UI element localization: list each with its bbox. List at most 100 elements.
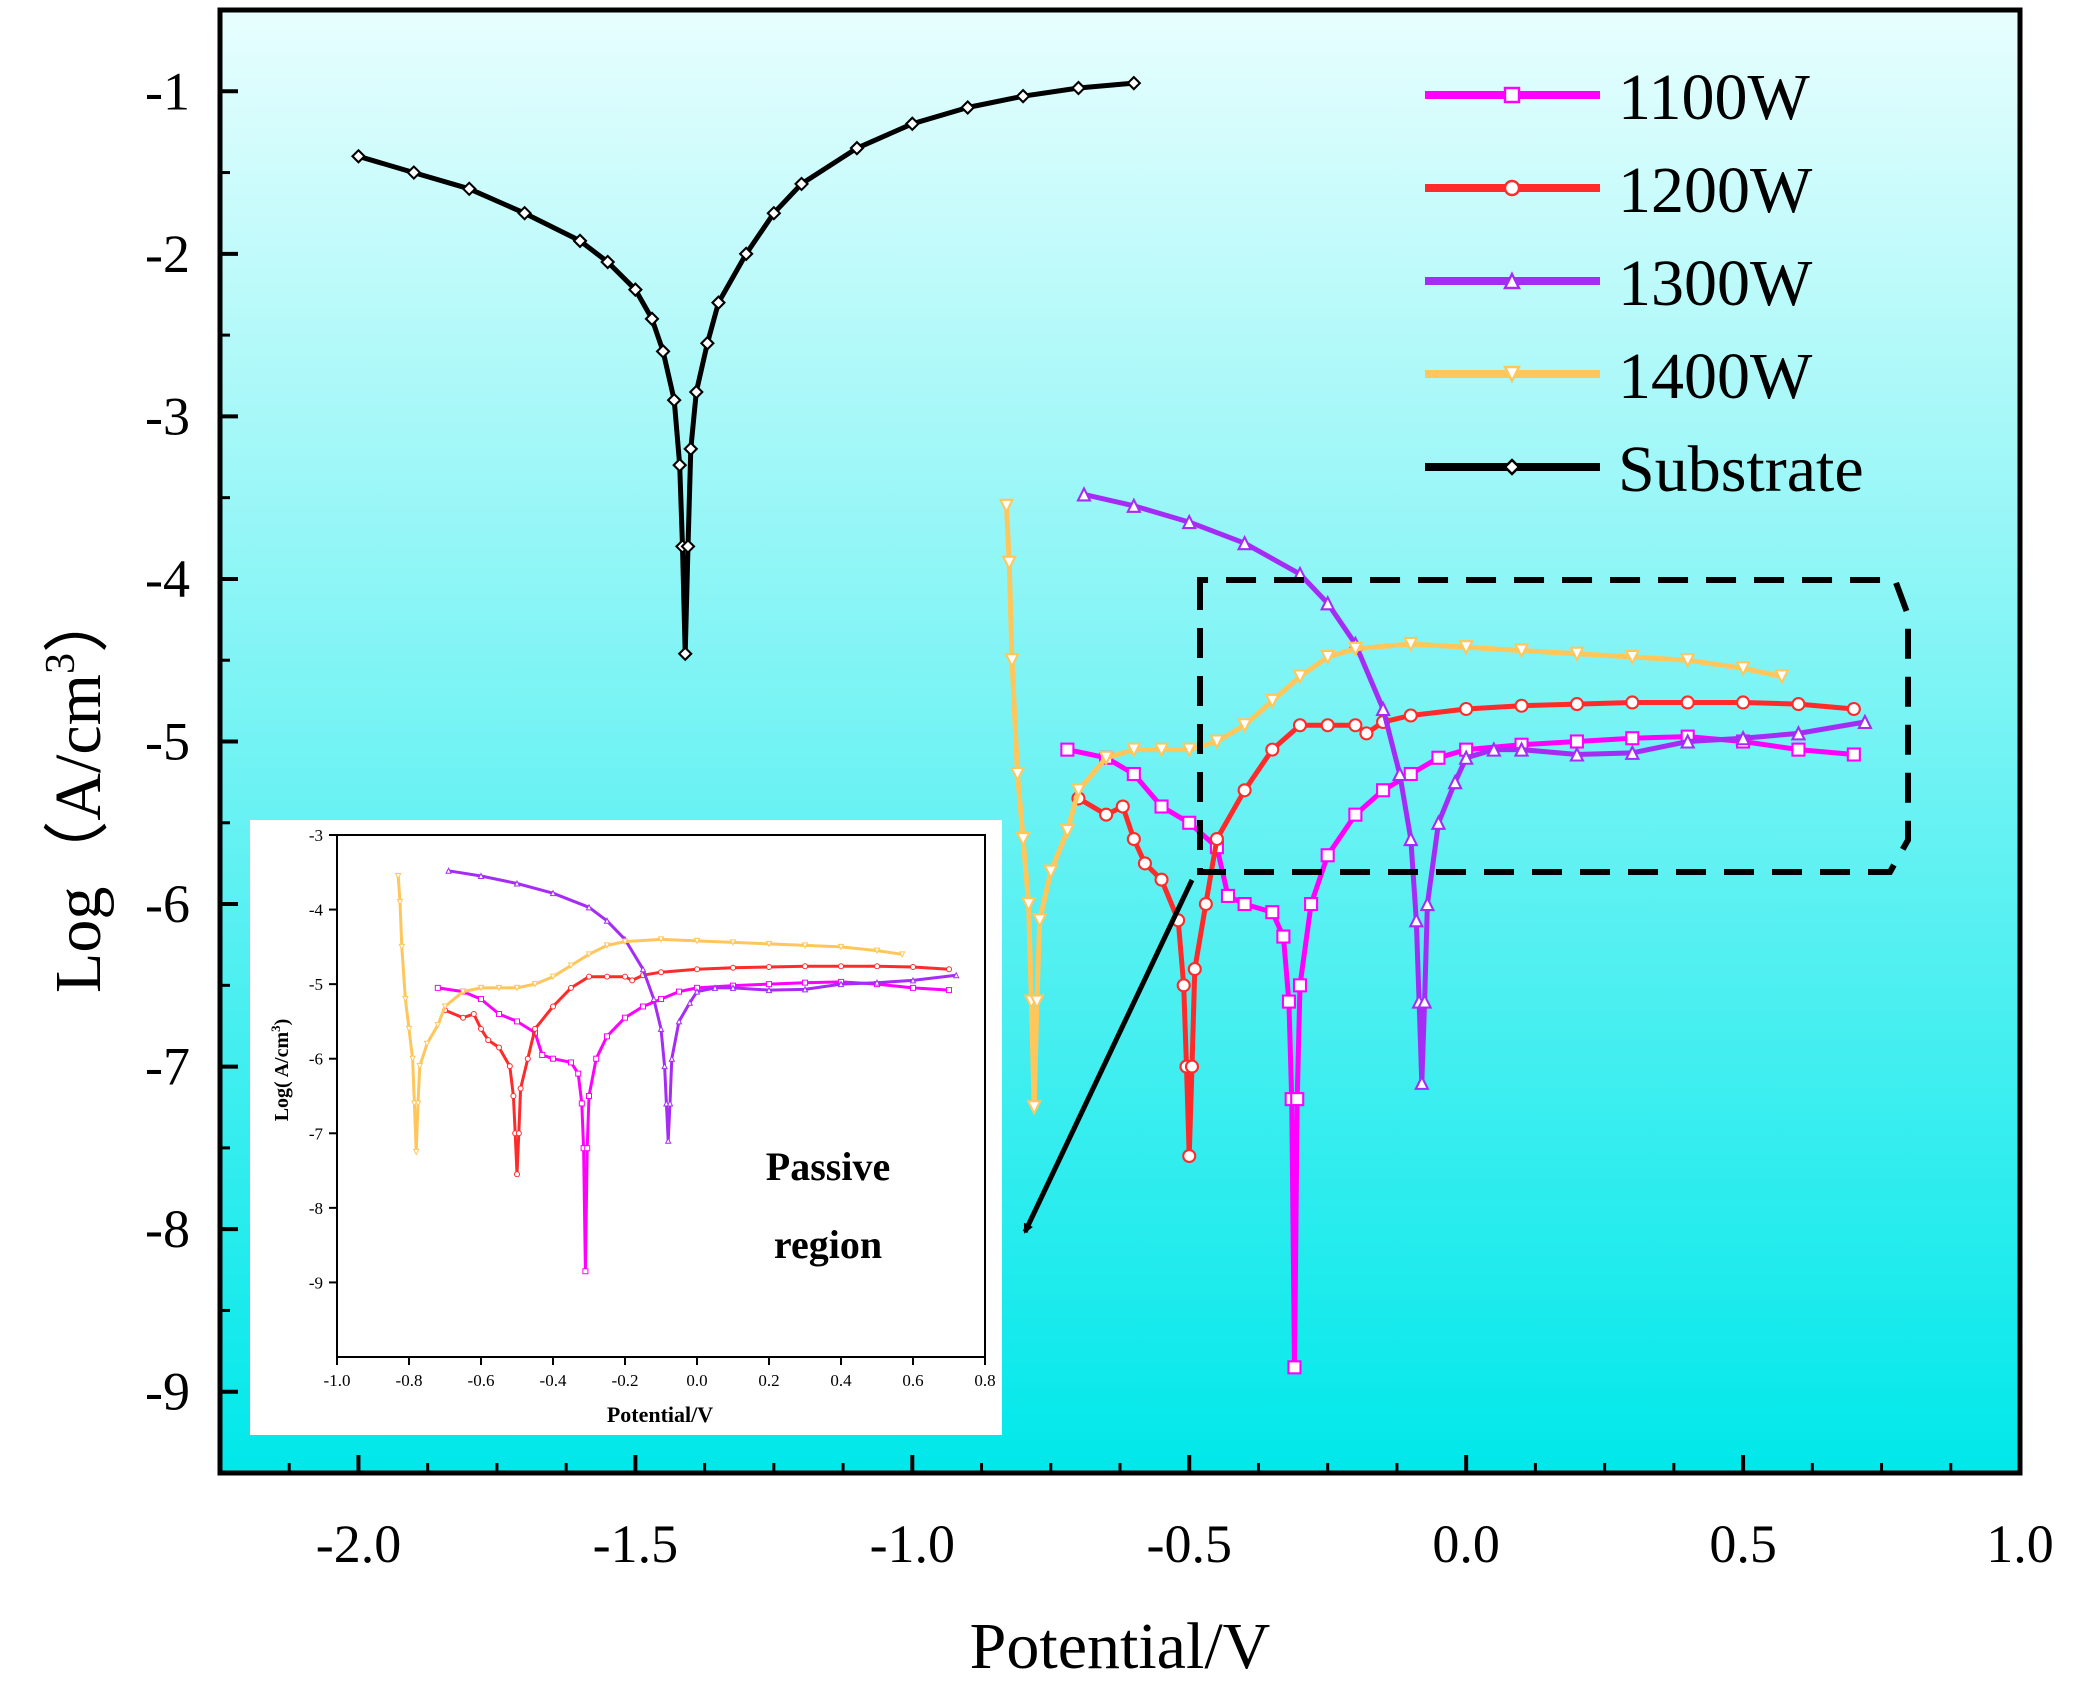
main-point-1300w [1319,594,1336,611]
inset-point-1200w [485,1037,492,1044]
inset-point-1200w [460,1014,466,1021]
main-point-substrate [572,233,588,249]
inset-point-1400w [585,951,593,958]
main-point-1400w [1458,640,1474,656]
y-tick-label: -8 [145,1199,190,1259]
inset-point-1200w [470,1010,477,1017]
main-point-1400w [1403,636,1419,653]
inset-x-tick-label: -0.6 [468,1371,495,1390]
inset-point-1100w [802,979,808,986]
main-point-1200w [1514,698,1529,713]
legend-item-1100w: 1100W [1425,61,1811,134]
inset-point-1200w [946,966,952,973]
inset-y-tick-label: -3 [309,826,323,845]
main-point-1200w [1099,807,1114,822]
main-point-1400w [1264,693,1281,710]
x-tick-label: 0.0 [1432,1514,1500,1574]
inset-point-1300w [801,985,809,993]
main-point-1200w [1182,1148,1197,1164]
main-point-1200w [1736,695,1751,710]
main-point-1400w [1153,742,1170,758]
inset-y-tick-label: -6 [309,1050,323,1069]
main-point-1200w [1569,697,1584,712]
legend-label: 1100W [1618,61,1811,134]
inset-point-1400w [459,988,467,996]
main-point-1400w [1292,669,1308,685]
main-point-substrate [600,254,616,270]
main-point-1300w [1486,741,1502,757]
main-point-1300w [1236,534,1253,551]
inset-point-1300w [549,889,557,897]
inset-point-1300w [603,917,611,924]
inset-point-1100w [946,987,952,994]
inset-point-1400w [434,1022,442,1029]
inset-point-1400w [423,1040,431,1048]
main-point-1200w [1187,962,1202,977]
main-point-1400w [1347,641,1364,658]
main-point-substrate [766,205,782,221]
main-point-1200w [1359,726,1374,741]
inset-point-1400w [405,1025,413,1033]
inset-panel [250,820,1002,1435]
inset-point-1300w [661,1062,668,1070]
inset-point-1300w [650,995,658,1003]
main-point-1300w [1403,830,1419,847]
inset-series-1400w [394,873,906,1156]
legend-item-1400w: 1400W [1425,340,1813,413]
main-point-1200w [1115,799,1130,814]
y-axis-title-sup: 3 [38,653,84,674]
main-point-1300w [1126,497,1142,513]
inset-point-1200w [478,1025,484,1032]
main-point-substrate [666,392,682,408]
inset-point-1400w [414,1100,422,1108]
main-point-1200w [1320,718,1335,733]
inset-point-1200w [766,963,772,970]
main-point-1200w [1137,856,1152,871]
inset-point-1100w [478,996,484,1003]
main-point-1400w [1209,734,1225,750]
y-tick-label: -7 [145,1037,190,1097]
main-point-1400w [1029,994,1045,1010]
inset-frame [336,834,986,1358]
inset-point-1300w [952,971,960,979]
inset-series-group [394,867,960,1275]
passive-label-line1: Passive [766,1144,890,1189]
main-point-1200w [1403,708,1418,723]
passive-region-box [1197,577,1911,875]
main-point-1100w [1320,848,1335,863]
inset-x-tick-label: -0.4 [540,1371,567,1390]
inset-point-1200w [910,963,916,970]
main-point-substrate [655,343,671,359]
legend-swatch-marker [1503,86,1521,104]
inset-point-1200w [550,1003,556,1010]
inset-point-1100w [604,1033,610,1040]
inset-axes-ticks [329,834,986,1365]
inset-point-1400w [412,1148,420,1156]
main-point-1300w [1679,733,1696,749]
inset-point-1300w [445,867,452,874]
inset-y-tick-label: -5 [309,975,323,994]
inset-point-1100w [496,1010,502,1017]
main-point-1400w [1031,913,1048,929]
main-point-1400w [1774,669,1790,685]
main-point-substrate [738,246,754,262]
main-point-1400w [1679,653,1696,669]
main-point-1300w [1735,729,1751,746]
inset-x-tick-label: -1.0 [324,1371,351,1390]
inset-y-tick-label: -7 [309,1124,324,1143]
main-point-substrate [683,441,699,457]
inset-x-tick-label: 0.2 [758,1371,779,1390]
main-point-1100w [1431,750,1446,765]
inset-point-1100w [575,1070,582,1077]
inset-y-axis-title: Log( A/cm3) [268,1019,293,1122]
inset-point-1400w [567,962,575,970]
inset-point-1200w [517,1085,524,1092]
main-point-1300w [1419,895,1436,912]
main-point-1400w [1319,649,1336,666]
main-point-1100w [1290,1092,1305,1107]
main-point-1200w [1209,831,1224,847]
inset-point-1400w [396,899,404,906]
main-point-1400w [1015,831,1031,848]
main-point-1300w [1447,773,1463,790]
inset-point-1300w [873,979,881,986]
